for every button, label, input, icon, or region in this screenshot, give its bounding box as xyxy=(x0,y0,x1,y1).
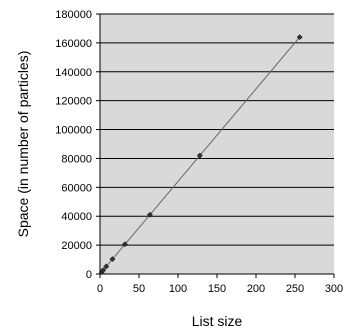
y-axis-label: Space (in number of particles) xyxy=(15,51,31,238)
data-point xyxy=(103,263,110,270)
y-tick-label: 100000 xyxy=(55,125,92,137)
y-tick-label: 20000 xyxy=(61,240,92,252)
y-tick-label: 160000 xyxy=(55,38,92,50)
series-group xyxy=(98,34,303,276)
data-point xyxy=(109,256,116,263)
data-point xyxy=(146,211,153,218)
y-tick-labels: 0 20000 40000 60000 80000 100000 120000 140000 1… xyxy=(55,9,92,281)
y-tick-label: 180000 xyxy=(55,9,92,21)
data-point xyxy=(296,34,303,41)
y-tick-label: 140000 xyxy=(55,67,92,79)
data-point xyxy=(100,267,107,274)
y-tick-label: 0 xyxy=(86,269,92,281)
x-tick-label: 0 xyxy=(97,283,103,295)
x-tick-label: 200 xyxy=(247,283,265,295)
grid-lines xyxy=(100,13,334,275)
x-tick-label: 50 xyxy=(133,283,145,295)
plot-background xyxy=(100,14,334,274)
data-point xyxy=(196,152,203,159)
y-tick-label: 80000 xyxy=(61,153,92,165)
x-axis-label: List size xyxy=(192,313,243,329)
x-tick-label: 100 xyxy=(169,283,187,295)
data-point xyxy=(122,241,128,248)
y-tick-label: 60000 xyxy=(61,182,92,194)
x-tick-label: 150 xyxy=(208,283,226,295)
x-tick-labels: 0 50 100 150 200 250 300 xyxy=(97,283,343,295)
x-tick-label: 300 xyxy=(325,283,343,295)
axes xyxy=(96,13,335,278)
y-tick-label: 120000 xyxy=(55,96,92,108)
y-tick-label: 40000 xyxy=(61,211,92,223)
x-tick-label: 250 xyxy=(286,283,304,295)
